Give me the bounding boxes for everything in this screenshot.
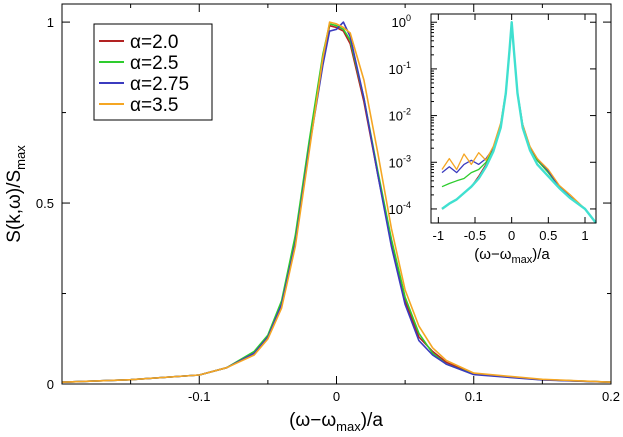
main-series-line--2_5 bbox=[61, 23, 612, 383]
inset-y-tick-label: 10-3 bbox=[389, 153, 411, 170]
legend-label--2_5: α=2.5 bbox=[130, 53, 179, 74]
legend: α=2.0α=2.5α=2.75α=3.5 bbox=[93, 23, 213, 121]
inset-y-tick-label: 10-4 bbox=[389, 200, 411, 217]
inset-y-tick-label: 10-1 bbox=[389, 60, 411, 77]
main-x-tick-label: -0.1 bbox=[188, 389, 210, 404]
main-y-tick-label: 0.5 bbox=[36, 196, 54, 211]
inset-x-axis-label: (ω−ωmax)/a bbox=[474, 246, 550, 266]
inset-series-line-fit bbox=[441, 21, 597, 224]
legend-label--2_75: α=2.75 bbox=[130, 74, 189, 95]
inset-y-tick-label: 100 bbox=[392, 13, 411, 30]
main-y-tick-label: 1 bbox=[47, 15, 54, 30]
main-x-tick-label: 0 bbox=[333, 389, 340, 404]
inset-x-tick-label: 0.5 bbox=[539, 228, 557, 243]
inset-y-tick-label: 10-2 bbox=[389, 107, 411, 124]
main-series-line--3_5 bbox=[61, 21, 612, 383]
main-x-tick-label: 0.1 bbox=[465, 389, 483, 404]
main-x-axis-label: (ω−ωmax)/a bbox=[289, 410, 383, 434]
legend-label--3_5: α=3.5 bbox=[130, 95, 179, 116]
main-x-tick-label: 0.2 bbox=[602, 389, 620, 404]
inset-x-tick-label: 0 bbox=[508, 228, 515, 243]
inset-plot-frame bbox=[430, 13, 597, 224]
legend-label--2_0: α=2.0 bbox=[130, 32, 179, 53]
inset-x-tick-label: 1 bbox=[581, 228, 588, 243]
inset-chart: -1 -0.5 0 0.5 1 10-4 10-3 10-2 10-1 100 (ω−ωmax)/… bbox=[389, 13, 597, 266]
inset-x-tick-label: -0.5 bbox=[464, 228, 486, 243]
inset-x-tick-label: -1 bbox=[433, 228, 445, 243]
main-y-axis-label: S(k,ω)/Smax bbox=[4, 145, 28, 243]
main-y-tick-label: 0 bbox=[47, 377, 54, 392]
